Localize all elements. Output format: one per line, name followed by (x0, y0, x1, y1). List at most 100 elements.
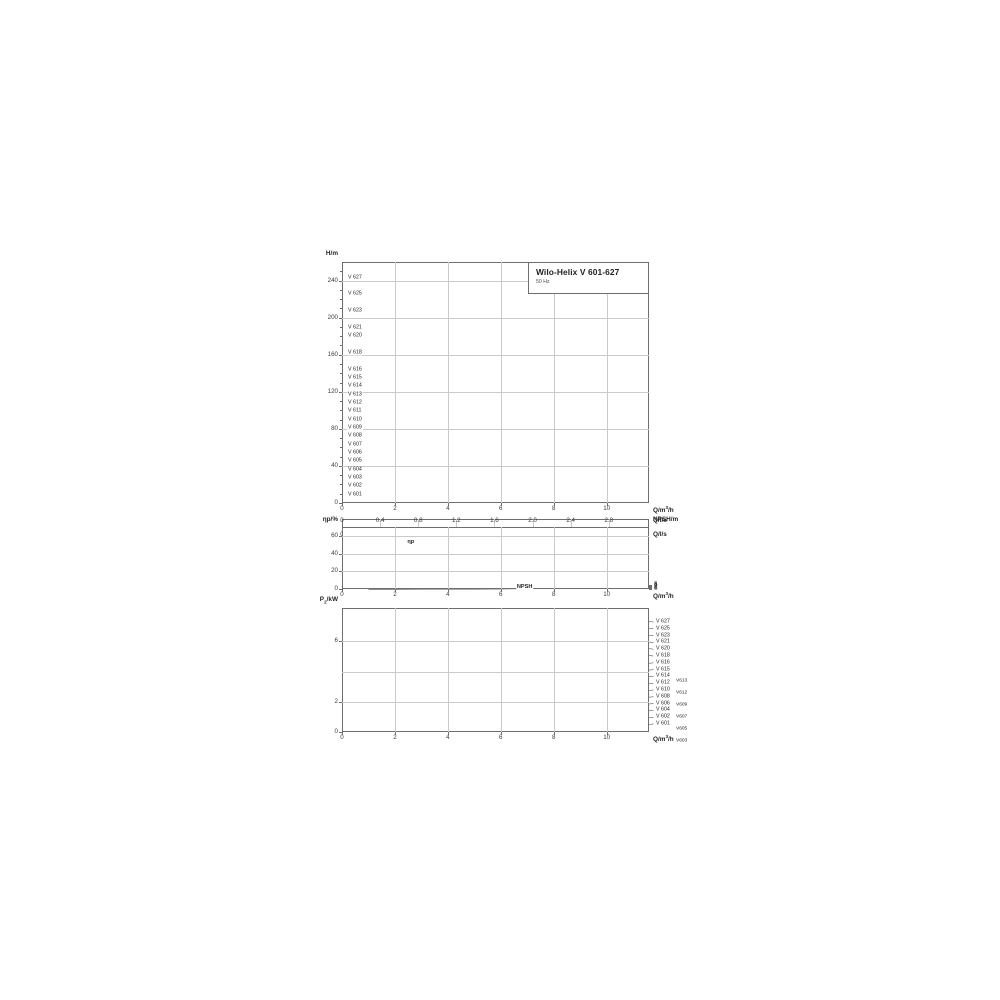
head-curve-label-V610: V 610 (347, 415, 363, 423)
eff-gridline-v (553, 527, 555, 589)
head-gridline-h (342, 391, 649, 393)
power-curve-label-V608: V 608 (655, 693, 671, 700)
y-tick-label: 40 (331, 549, 338, 557)
efficiency-chart-frame (342, 527, 649, 589)
x-tick (553, 503, 555, 506)
x-tick-label: 6 (499, 505, 503, 512)
y-tick-label: 200 (327, 313, 338, 321)
power-curve-label-V623: V 623 (655, 631, 671, 639)
power-curve-label-V601: V 601 (655, 720, 671, 727)
head-curve-label-V609: V 609 (347, 424, 363, 431)
y-minor-tick (340, 401, 342, 403)
head-curve-label-V621: V 621 (347, 324, 363, 331)
x-tick (447, 503, 449, 506)
secondary-axis-gridline (608, 519, 610, 530)
power-gridline-h (342, 671, 649, 673)
y-tick-label-right: 2 (654, 583, 658, 591)
y-tick (339, 280, 342, 282)
chart-frequency: 50 Hz (536, 278, 550, 285)
y-tick-label: 160 (327, 350, 338, 358)
head-curve-label-V614: V 614 (347, 382, 363, 389)
x-tick-label: 10 (603, 591, 611, 598)
efficiency-curve-label: ηp (406, 539, 416, 546)
y-minor-tick (340, 289, 342, 291)
head-curve-label-V611: V 611 (347, 407, 363, 414)
head-axis-title: H/m (325, 250, 338, 257)
x-tick-label: 4 (446, 734, 450, 741)
head-x2-axis-title: Q/l/s (653, 530, 667, 538)
y-minor-tick (340, 326, 342, 328)
y-tick-right (649, 589, 652, 590)
y-tick (339, 589, 342, 590)
x-tick (606, 732, 608, 735)
power-axis-title: P2/kW (319, 596, 338, 605)
y-minor-tick (340, 475, 342, 477)
x-tick (553, 589, 555, 592)
x-tick (342, 732, 343, 735)
y-tick-right (649, 586, 652, 588)
power-curve-label-V612: V 612 (655, 679, 671, 686)
x-tick (342, 589, 343, 592)
x-tick-label: 6 (499, 734, 503, 741)
y-tick (339, 535, 342, 537)
eff-gridline-v (447, 527, 449, 589)
eff-x2-tick-label: 2.4 (566, 517, 575, 524)
power-curve-label-V621: V 621 (655, 638, 671, 646)
power-curve-label-secondary-V609: V609 (675, 702, 689, 709)
x-tick (447, 732, 449, 735)
y-tick-label: 40 (331, 461, 338, 469)
y-tick-label: 20 (331, 567, 338, 575)
y-tick-label-right: 5 (654, 580, 658, 588)
head-gridline-h (342, 280, 649, 282)
power-curve-label-V610: V 610 (655, 686, 671, 693)
y-tick (339, 428, 342, 430)
y-minor-tick (340, 419, 342, 421)
x-tick-label: 0 (340, 505, 344, 512)
power-curve-label-V614: V 614 (655, 672, 671, 680)
y-tick (339, 465, 342, 467)
eff-x-axis-title: Q/m3/h (653, 591, 674, 601)
head-curve-label-V620: V 620 (347, 332, 363, 339)
secondary-axis-gridline (570, 519, 572, 530)
head-curve-label-V623: V 623 (347, 307, 363, 314)
x-tick (394, 503, 396, 506)
eff-x2-tick-label: 0.4 (375, 517, 385, 524)
head-curve-label-V604: V 604 (347, 465, 363, 473)
head-curve-label-V607: V 607 (347, 440, 363, 448)
y-tick (339, 317, 342, 319)
power-gridline-v (447, 608, 449, 732)
head-gridline-v (500, 262, 502, 503)
secondary-axis-gridline (380, 519, 382, 530)
x-tick-label: 2 (393, 734, 397, 741)
x-tick (606, 503, 608, 506)
y-tick-label: 240 (327, 276, 338, 284)
y-tick (339, 732, 342, 733)
y-tick-label-right: 3 (654, 582, 658, 590)
head-gridline-v (606, 262, 608, 503)
x-tick (447, 589, 449, 592)
y-minor-tick (340, 373, 342, 375)
x-tick-label: 4 (446, 591, 450, 598)
eff-x2-tick-label: 2.0 (528, 517, 537, 524)
y-minor-tick (340, 456, 342, 458)
power-curve-label-V616: V 616 (655, 659, 671, 666)
x-tick (500, 589, 502, 592)
head-gridline-v (394, 262, 396, 503)
eff-gridline-h (342, 553, 649, 555)
head-curve-label-V615: V 615 (347, 374, 363, 381)
head-curve-label-V612: V 612 (347, 399, 363, 406)
y-tick (339, 391, 342, 393)
x-tick-label: 10 (603, 734, 611, 741)
eff-gridline-v (500, 527, 502, 589)
head-curve-label-V606: V 606 (347, 449, 363, 456)
eff-gridline-h (342, 535, 649, 537)
x-tick (606, 589, 608, 592)
eff-gridline-h (342, 571, 649, 573)
x-tick-label: 2 (393, 591, 397, 598)
head-gridline-h (342, 465, 649, 467)
chart-title: Wilo-Helix V 601-627 (536, 267, 620, 277)
eff-gridline-v (606, 527, 608, 589)
y-tick-right (649, 588, 652, 590)
y-tick-label: 120 (327, 387, 338, 395)
